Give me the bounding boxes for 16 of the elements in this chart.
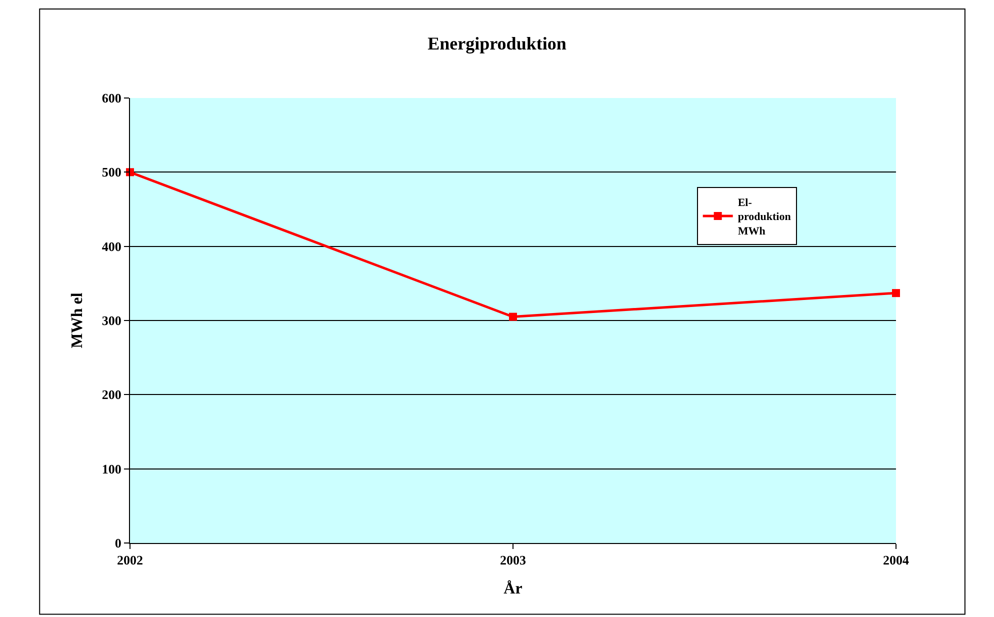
- point: [892, 289, 900, 298]
- legend-label: El-produktion MWh: [738, 196, 791, 238]
- chart-title: Energiproduktion: [428, 34, 566, 54]
- y-axis-title: MWh el: [68, 292, 86, 348]
- x-tick-label: 2002: [117, 552, 143, 568]
- y-tick-label: 300: [102, 313, 122, 328]
- y-tick-label: 600: [102, 90, 122, 106]
- y-tick-label: 200: [102, 387, 122, 402]
- y-tick-label: 0: [114, 536, 122, 551]
- x-tick-label: 2004: [883, 552, 910, 568]
- y-tick-label: 500: [102, 164, 122, 180]
- y-tick-label: 100: [102, 461, 122, 476]
- x-tick-label: 2003: [500, 552, 526, 568]
- point: [509, 312, 517, 321]
- y-tick-label: 400: [102, 238, 122, 254]
- x-axis-title: År: [504, 579, 522, 598]
